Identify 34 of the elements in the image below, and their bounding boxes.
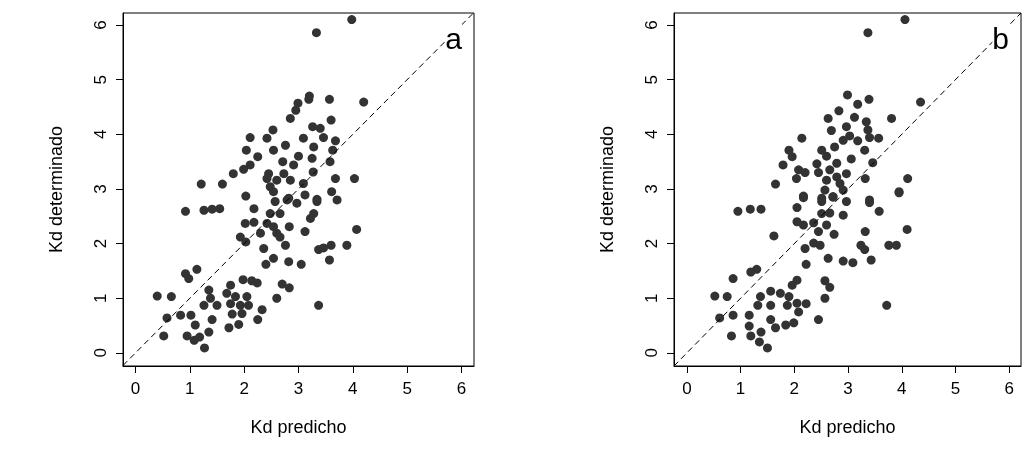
y-tick-label: 0 — [91, 348, 110, 358]
y-tick-label: 3 — [642, 184, 661, 194]
y-tick-label: 1 — [91, 293, 110, 303]
x-tick-label: 3 — [843, 379, 853, 398]
y-tick-label: 6 — [91, 20, 110, 30]
y-tick-label: 4 — [642, 129, 661, 140]
x-tick-label: 0 — [130, 379, 141, 398]
x-axis-title: Kd predicho — [250, 417, 347, 437]
x-tick-label: 4 — [348, 379, 358, 398]
y-tick-label: 5 — [91, 74, 110, 85]
x-tick-label: 6 — [456, 379, 467, 398]
y-tick-label: 4 — [91, 129, 110, 140]
y-axis-title: Kd determinado — [46, 125, 66, 254]
y-tick-label: 3 — [91, 184, 110, 194]
x-tick-label: 2 — [239, 379, 249, 398]
x-tick-label: 5 — [950, 379, 961, 398]
x-tick-label: 5 — [402, 379, 412, 398]
y-tick-label: 0 — [642, 348, 661, 358]
x-tick-label: 0 — [682, 379, 692, 398]
y-tick-label: 1 — [642, 293, 661, 303]
y-tick-label: 6 — [642, 20, 661, 30]
y-axis-title: Kd determinado — [597, 125, 617, 254]
x-tick-label: 4 — [897, 379, 907, 398]
annotation: a — [445, 21, 463, 55]
x-tick-label: 1 — [185, 379, 195, 398]
x-tick-label: 6 — [1004, 379, 1014, 398]
x-tick-label: 1 — [735, 379, 746, 398]
x-tick-label: 2 — [789, 379, 800, 398]
x-tick-label: 3 — [293, 379, 304, 398]
y-tick-label: 5 — [642, 74, 661, 85]
annotation: b — [992, 21, 1009, 55]
y-tick-label: 2 — [91, 238, 110, 249]
y-tick-label: 2 — [642, 238, 661, 249]
x-axis-title: Kd predicho — [799, 417, 896, 437]
